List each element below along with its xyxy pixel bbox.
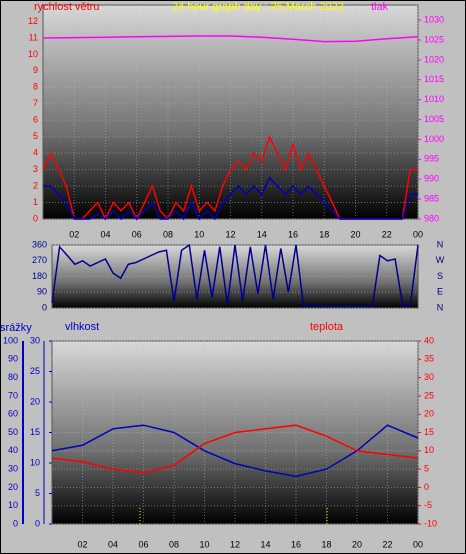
x-tick-label: 14: [260, 539, 270, 549]
y2-tick-label: 15: [424, 427, 434, 437]
y2-tick-label: 995: [424, 154, 439, 164]
y2-tick-label: 30: [424, 372, 434, 382]
y-tick-label: 70: [8, 390, 18, 400]
chart-title: 24 hour graph day : 25.March 2022: [172, 1, 344, 13]
y3-label: vlhkost: [65, 321, 99, 333]
x-tick-label: 10: [199, 539, 209, 549]
y-tick-label: 270: [32, 255, 47, 265]
y2-label: tlak: [371, 1, 389, 13]
y-tick-label: 0: [13, 518, 18, 528]
x-tick-label: 22: [382, 229, 392, 239]
y2-tick-label: 0: [424, 482, 429, 492]
x-tick-label: 00: [413, 229, 423, 239]
y-tick-label: 2: [33, 180, 38, 190]
y3-tick-label: 0: [35, 518, 40, 528]
y2-tick-label: 985: [424, 193, 439, 203]
y-tick-label: 10: [8, 500, 18, 510]
y2-tick-label: 1010: [424, 94, 444, 104]
y-tick-label: 90: [8, 354, 18, 364]
y2-tick-label: 1000: [424, 134, 444, 144]
y2-tick-label: 1005: [424, 114, 444, 124]
x-tick-label: 18: [321, 539, 331, 549]
y3-tick-label: 25: [30, 366, 40, 376]
y3-tick-label: 20: [30, 396, 40, 406]
y2-tick-label: 990: [424, 174, 439, 184]
y-tick-label: 11: [29, 32, 38, 42]
y-tick-label: 180: [32, 271, 47, 281]
x-tick-label: 02: [77, 539, 87, 549]
x-tick-label: 14: [257, 229, 267, 239]
y-tick-label: 60: [8, 409, 18, 419]
y2-tick-label: 1030: [424, 14, 444, 24]
y-tick-label: 6: [33, 115, 38, 125]
x-tick-label: 06: [132, 229, 142, 239]
y-tick-label: 0: [42, 302, 47, 312]
y-tick-label: 3: [33, 164, 38, 174]
x-tick-label: 12: [230, 539, 240, 549]
y2-tick-label: 1020: [424, 54, 444, 64]
x-tick-label: 02: [69, 229, 79, 239]
y-tick-label: 1: [33, 197, 38, 207]
y2-tick-label: 25: [424, 390, 434, 400]
y-tick-label: 5: [33, 131, 38, 141]
y-tick-label: 30: [8, 463, 18, 473]
series-line: [51, 424, 419, 474]
y2-label: teplota: [310, 321, 344, 333]
y-tick-label: 12: [28, 16, 38, 26]
y2-tick-label: -10: [424, 518, 437, 528]
compass-label: S: [437, 271, 443, 281]
y-tick-label: 4: [33, 148, 38, 158]
y-tick-label: 0: [33, 213, 38, 223]
y-tick-label: 10: [28, 49, 38, 59]
series-line: [42, 35, 419, 43]
y-tick-label: 40: [8, 445, 18, 455]
y3-tick-label: 5: [35, 488, 40, 498]
x-tick-label: 00: [413, 539, 423, 549]
x-tick-label: 04: [108, 539, 118, 549]
x-tick-label: 20: [352, 539, 362, 549]
compass-label: N: [437, 302, 444, 312]
y-label: rychlost větru: [34, 1, 99, 13]
y2-tick-label: 1025: [424, 34, 444, 44]
y-tick-label: 90: [37, 287, 47, 297]
y2-tick-label: 35: [424, 354, 434, 364]
x-tick-label: 08: [163, 229, 173, 239]
x-tick-label: 18: [319, 229, 329, 239]
x-tick-label: 12: [225, 229, 235, 239]
y3-tick-label: 15: [30, 427, 40, 437]
series-line: [51, 243, 419, 308]
y2-tick-label: 20: [424, 409, 434, 419]
compass-label: E: [437, 287, 443, 297]
y2-tick-label: 10: [424, 445, 434, 455]
y-tick-label: 100: [3, 335, 18, 345]
y-tick-label: 20: [8, 482, 18, 492]
x-tick-label: 16: [288, 229, 298, 239]
y-tick-label: 7: [33, 98, 38, 108]
y3-tick-label: 30: [30, 335, 40, 345]
y-tick-label: 50: [8, 427, 18, 437]
x-tick-label: 20: [350, 229, 360, 239]
y3-tick-label: 10: [30, 457, 40, 467]
series-line: [43, 176, 418, 221]
y-tick-label: 360: [32, 239, 47, 249]
y2-tick-label: -5: [424, 500, 432, 510]
x-tick-label: 04: [100, 229, 110, 239]
y2-tick-label: 1015: [424, 74, 444, 84]
compass-label: N: [437, 239, 444, 249]
x-tick-label: 22: [382, 539, 392, 549]
y-tick-label: 80: [8, 372, 18, 382]
x-tick-label: 08: [169, 539, 179, 549]
x-tick-label: 06: [138, 539, 148, 549]
y2-tick-label: 980: [424, 213, 439, 223]
y2-tick-label: 40: [424, 335, 434, 345]
x-tick-label: 10: [194, 229, 204, 239]
y-label: srážky: [0, 322, 32, 334]
x-tick-label: 16: [291, 539, 301, 549]
y2-tick-label: 5: [424, 463, 429, 473]
y-tick-label: 9: [33, 65, 38, 75]
compass-label: W: [436, 255, 445, 265]
y-tick-label: 8: [33, 82, 38, 92]
